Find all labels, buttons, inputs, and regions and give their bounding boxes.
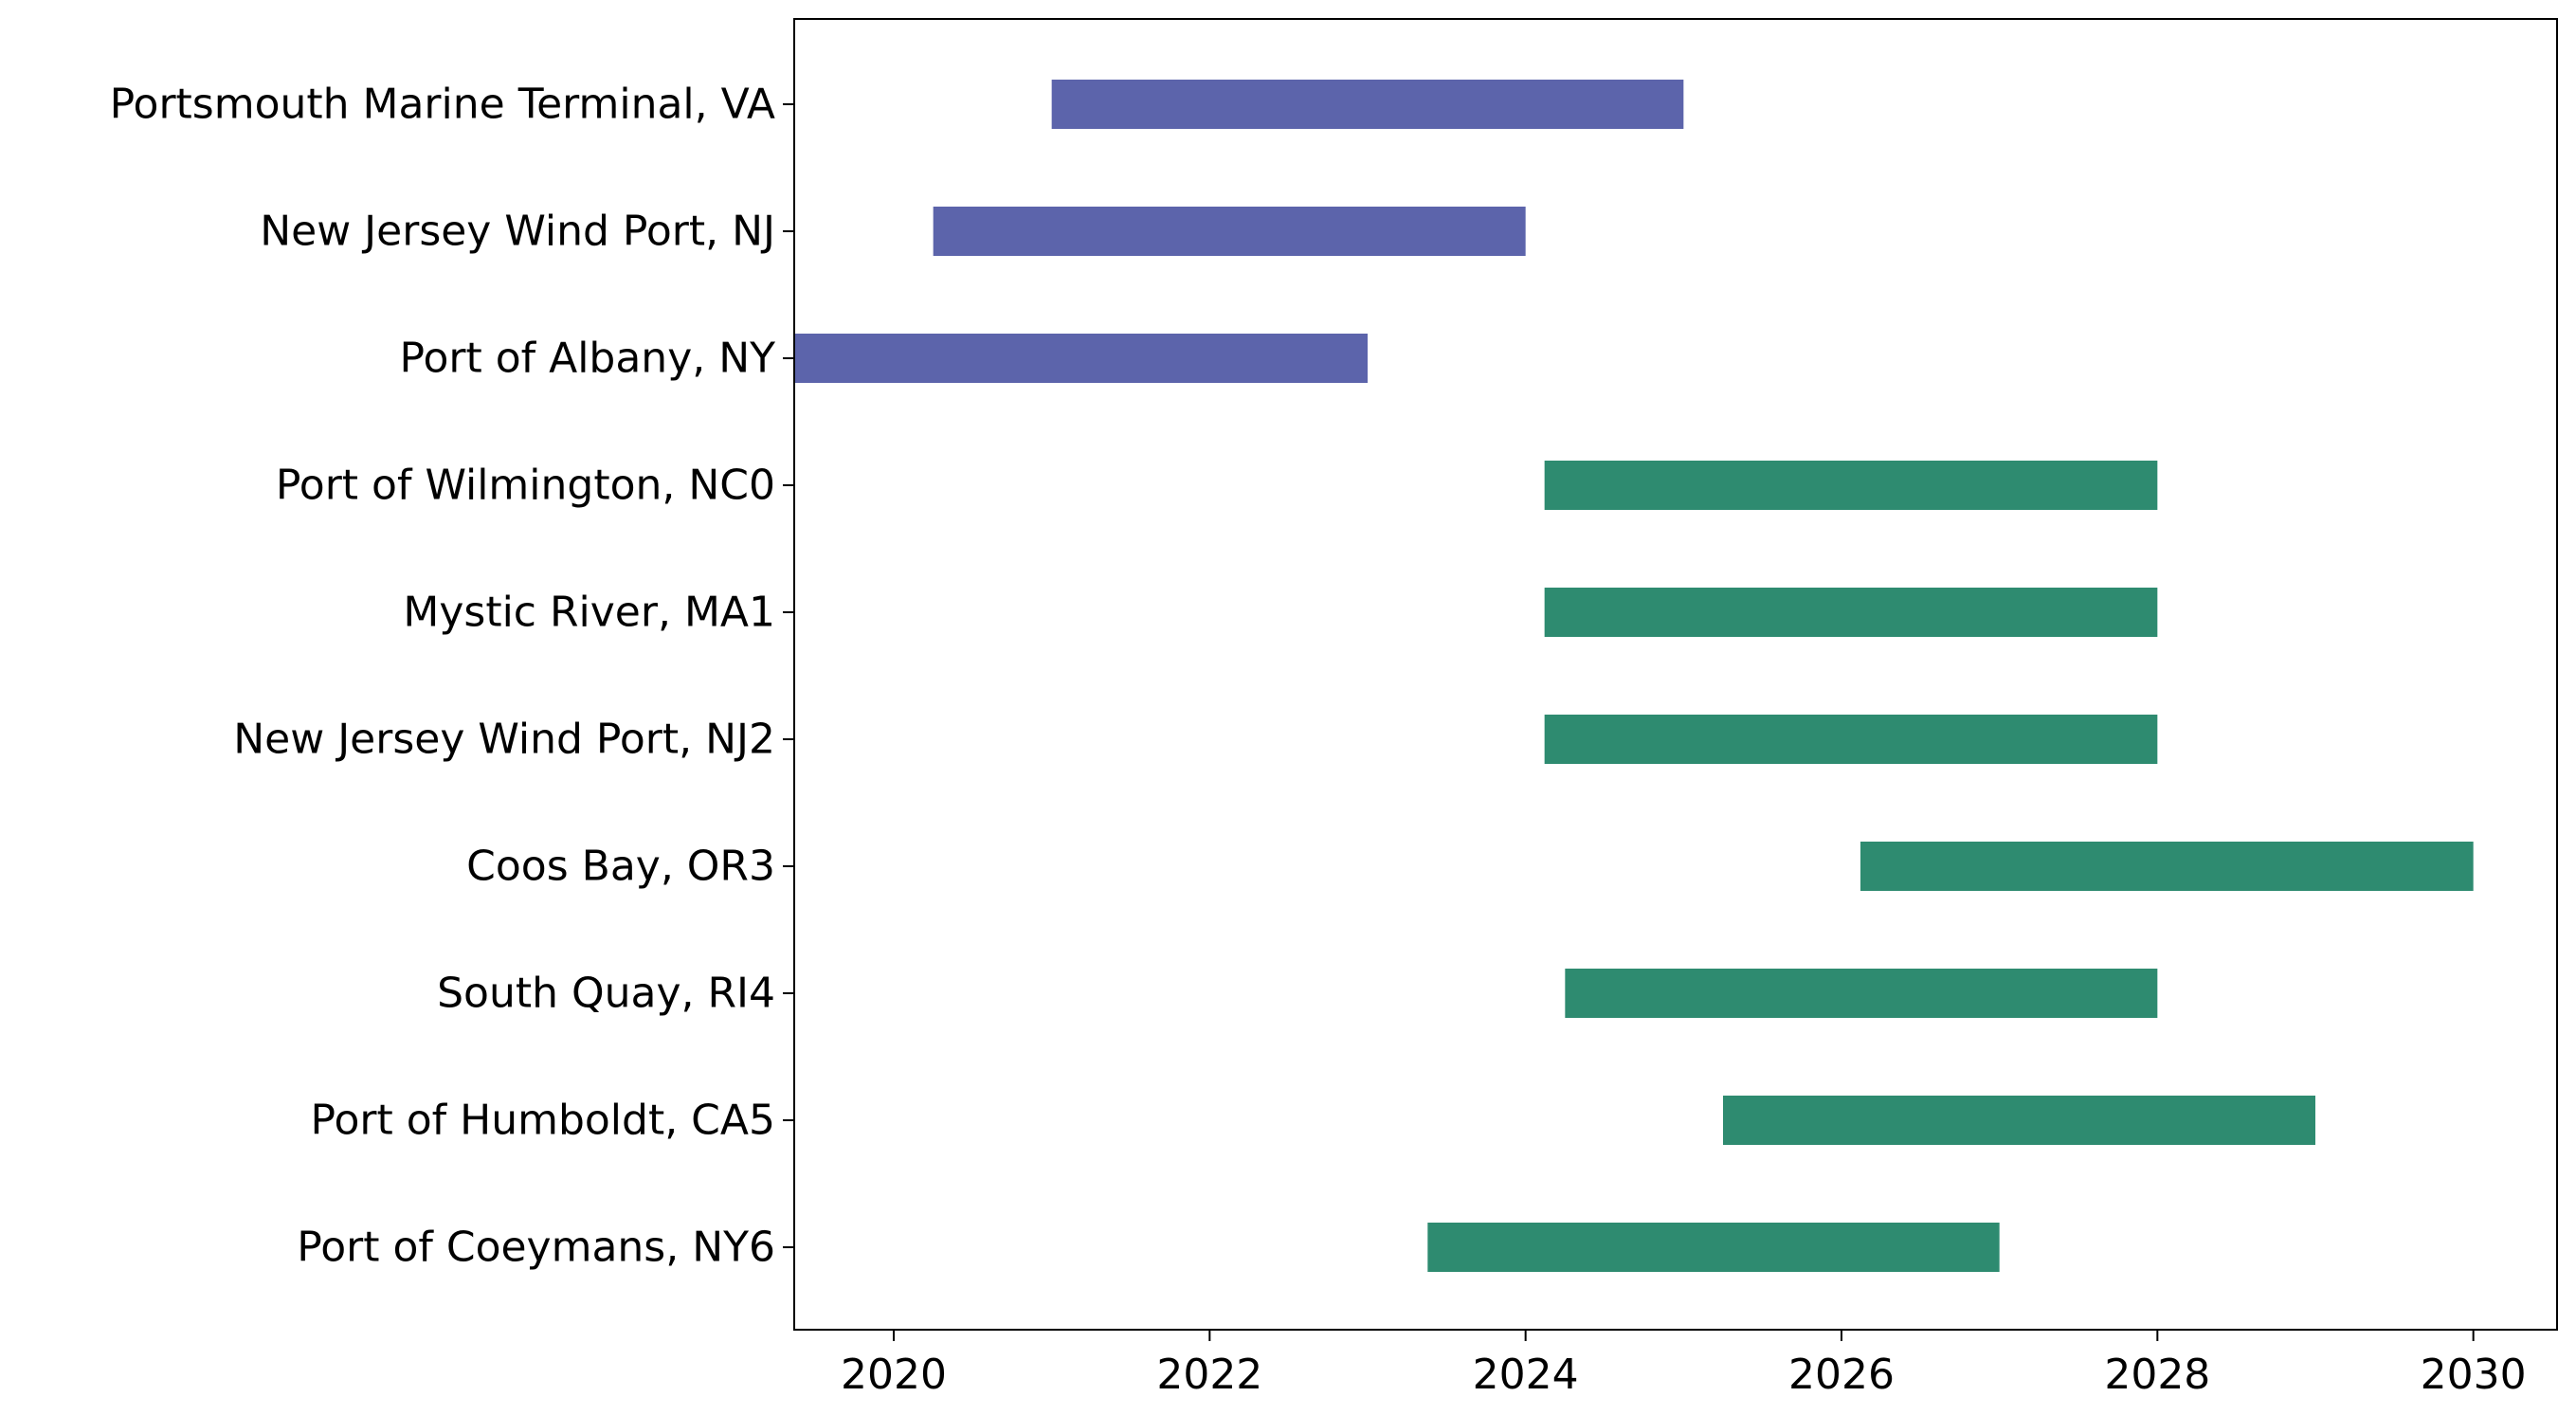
bar-1 [933,207,1526,256]
y-tick-label: Port of Coeymans, NY6 [297,1224,775,1272]
y-tick-label: Portsmouth Marine Terminal, VA [110,81,775,129]
bar-0 [1051,80,1684,129]
y-tick-label: Mystic River, MA1 [403,589,775,637]
bar-2 [794,334,1368,383]
bars-layer [794,80,2474,1272]
y-tick-label: Port of Humboldt, CA5 [311,1097,776,1145]
x-tick-label: 2028 [2104,1351,2210,1399]
y-tick-label: New Jersey Wind Port, NJ [260,208,775,256]
bar-9 [1427,1223,2000,1272]
x-tick-label: 2030 [2421,1351,2527,1399]
y-tick-label: Port of Wilmington, NC0 [276,462,775,510]
bar-4 [1544,588,2158,637]
x-tick-label: 2020 [841,1351,947,1399]
x-tick-label: 2024 [1473,1351,1579,1399]
bar-8 [1723,1096,2315,1145]
y-tick-label: Port of Albany, NY [399,335,775,383]
bar-6 [1860,842,2474,891]
bar-7 [1565,969,2158,1018]
bar-5 [1544,715,2158,764]
y-axis: Portsmouth Marine Terminal, VA New Jersey… [110,81,794,1272]
plot-frame [793,18,2558,1331]
y-tick-label: Coos Bay, OR3 [466,843,775,891]
x-axis: 2020 2022 2024 2026 2028 2030 [841,1330,2527,1399]
bar-3 [1544,461,2158,510]
x-tick-label: 2026 [1788,1351,1895,1399]
y-tick-label: New Jersey Wind Port, NJ2 [233,716,775,764]
y-tick-label: South Quay, RI4 [437,970,775,1018]
x-tick-label: 2022 [1156,1351,1262,1399]
